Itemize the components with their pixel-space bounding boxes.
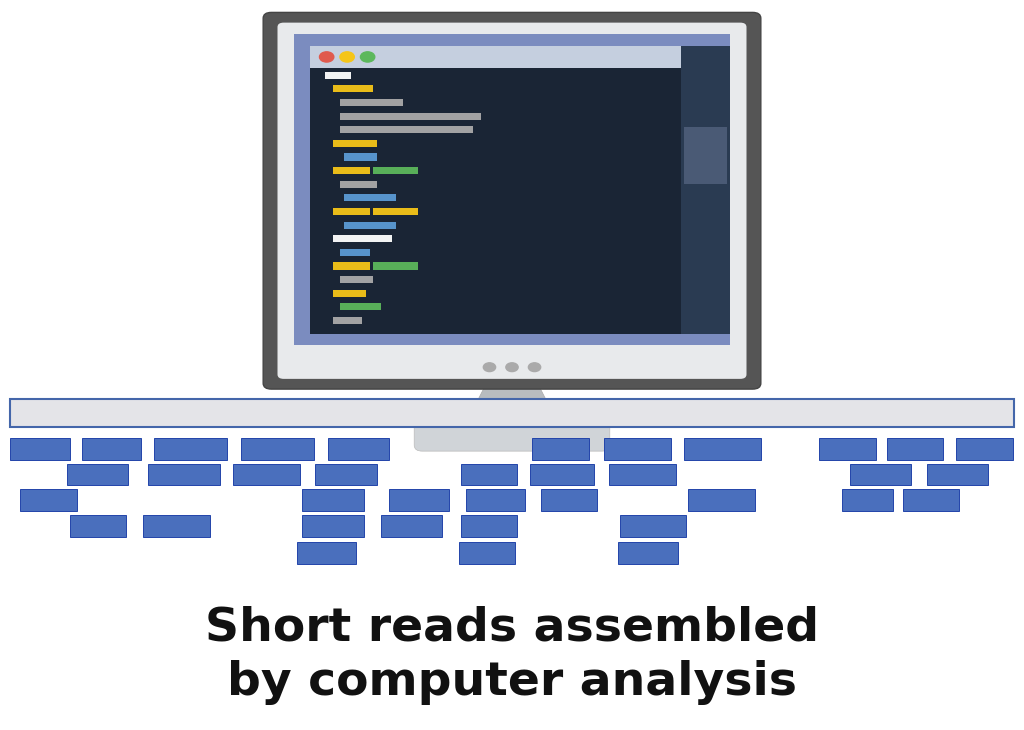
Bar [20,489,77,511]
Bar [10,438,70,460]
Bar [302,489,364,511]
Bar [328,438,389,460]
Bar [333,235,392,242]
Bar [297,542,356,564]
FancyBboxPatch shape [414,418,609,451]
Bar [374,167,418,174]
Bar [842,489,893,511]
Bar [688,489,755,511]
Bar [604,438,671,460]
Bar [333,167,370,174]
Bar [684,438,761,460]
Bar [67,464,128,485]
Bar [340,112,481,120]
Bar [333,140,377,147]
Bar [609,464,676,485]
Bar [344,194,395,201]
Bar [530,464,594,485]
Bar [310,46,681,68]
Bar [333,208,370,215]
Bar [620,515,686,537]
Bar [310,68,681,334]
Bar [887,438,943,460]
Bar [333,290,366,297]
Bar [344,153,377,161]
Bar [374,263,418,269]
Bar [333,263,370,269]
Bar [333,85,374,93]
Bar [82,438,141,460]
Circle shape [528,363,541,372]
Text: by computer analysis: by computer analysis [227,660,797,705]
Bar [681,46,730,334]
Circle shape [483,363,496,372]
Bar [850,464,911,485]
Bar [340,276,374,283]
Bar [389,489,449,511]
FancyBboxPatch shape [278,23,746,379]
Polygon shape [466,383,558,423]
Bar [302,515,364,537]
Bar [344,222,395,228]
Bar [618,542,678,564]
Bar [541,489,597,511]
Bar [70,515,126,537]
Bar [233,464,300,485]
Bar [381,515,442,537]
Circle shape [319,52,334,62]
Bar [143,515,210,537]
Bar [819,438,876,460]
Bar [461,515,517,537]
Bar [340,99,403,106]
Bar [927,464,988,485]
Circle shape [506,363,518,372]
Bar [148,464,220,485]
Bar [333,317,362,324]
Bar [325,72,351,79]
Bar [315,464,377,485]
Bar [459,542,515,564]
Bar [466,489,525,511]
Circle shape [340,52,354,62]
FancyBboxPatch shape [263,12,761,389]
Bar [340,249,370,256]
Bar [340,126,473,134]
Text: Short reads assembled: Short reads assembled [205,605,819,650]
Bar [461,464,517,485]
Bar [154,438,227,460]
Bar [241,438,314,460]
Bar [340,304,381,310]
Bar [10,399,1014,427]
Bar [340,181,377,188]
Bar [532,438,589,460]
Bar [374,208,418,215]
Bar [903,489,959,511]
Bar [956,438,1013,460]
Circle shape [360,52,375,62]
Bar [294,34,730,345]
Bar [684,126,727,184]
